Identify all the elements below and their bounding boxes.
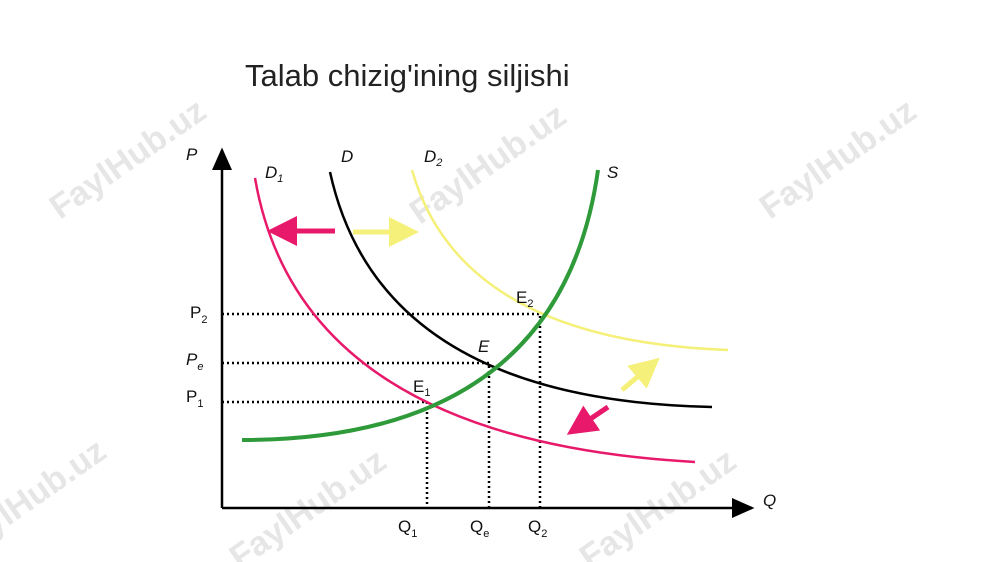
point-label: E2: [516, 288, 533, 310]
quantity-label: Q1: [398, 517, 417, 540]
demand-curve-2: [410, 169, 729, 352]
curve-label: S: [607, 163, 619, 182]
watermark: FaylHub.uz: [0, 431, 113, 562]
x-axis-label: Q: [763, 491, 776, 510]
point-label: E: [478, 337, 490, 356]
shift-arrow: [566, 404, 610, 435]
watermarks: FaylHub.uz FaylHub.uz FaylHub.uz FaylHub…: [0, 91, 923, 562]
y-axis-label: P: [186, 145, 198, 164]
quantity-label: Q2: [528, 517, 547, 540]
watermark: FaylHub.uz: [223, 441, 393, 562]
price-label: P1: [186, 387, 203, 410]
curve-label: D1: [265, 163, 283, 185]
title: Talab chizig'ining siljishi: [245, 58, 570, 93]
watermark: FaylHub.uz: [753, 91, 923, 226]
curve-label: D: [341, 147, 353, 166]
price-label: Pe: [186, 350, 203, 373]
quantity-label: Qe: [470, 517, 489, 540]
shift-arrow: [620, 357, 660, 392]
guide-line: [222, 361, 491, 508]
curve-label: D2: [424, 147, 442, 169]
demand-curve-1: [253, 177, 696, 464]
point-label: E1: [413, 377, 430, 399]
price-label: P2: [190, 303, 207, 326]
supply-curve: [241, 169, 600, 442]
guide-line: [222, 312, 542, 508]
demand-curve: [328, 171, 713, 409]
